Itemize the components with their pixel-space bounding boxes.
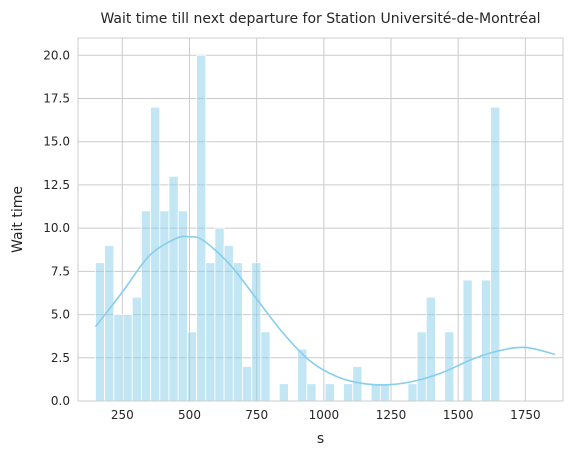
y-tick-label: 12.5 bbox=[43, 178, 70, 192]
histogram-bar bbox=[370, 383, 381, 402]
histogram-bar bbox=[205, 262, 216, 402]
histogram-bar bbox=[177, 210, 188, 402]
histogram-bar bbox=[425, 296, 436, 402]
y-tick-label: 2.5 bbox=[51, 351, 70, 365]
histogram-bar bbox=[95, 262, 106, 402]
y-tick-label: 15.0 bbox=[43, 135, 70, 149]
histogram-bar bbox=[168, 175, 179, 402]
histogram-bar bbox=[122, 314, 133, 402]
histogram-bar bbox=[242, 366, 253, 402]
kde-curve bbox=[94, 235, 556, 386]
histogram-bar bbox=[159, 210, 170, 402]
histogram-bar bbox=[113, 314, 124, 402]
histogram-bar bbox=[278, 383, 289, 402]
x-axis-label: s bbox=[317, 431, 324, 447]
x-tick-label: 1250 bbox=[376, 408, 407, 422]
ticks-layer: 250 500 750 1000 1250 1500 1750 0.0 2.5 5.0 7.5 10.… bbox=[43, 48, 540, 422]
histogram-bar bbox=[481, 279, 492, 402]
histogram-bar bbox=[260, 331, 271, 402]
histogram-bar bbox=[232, 262, 243, 402]
y-tick-label: 5.0 bbox=[51, 308, 70, 322]
x-tick-label: 250 bbox=[111, 408, 134, 422]
y-tick-label: 7.5 bbox=[51, 264, 70, 278]
x-tick-label: 1750 bbox=[510, 408, 541, 422]
histogram-bar bbox=[306, 383, 317, 402]
histogram-bar bbox=[416, 331, 427, 402]
x-tick-label: 500 bbox=[178, 408, 201, 422]
chart-title: Wait time till next departure for Statio… bbox=[100, 11, 540, 27]
y-tick-label: 10.0 bbox=[43, 221, 70, 235]
histogram-bar bbox=[104, 245, 115, 402]
histogram-bar bbox=[251, 262, 262, 402]
histogram-bar bbox=[141, 210, 152, 402]
y-tick-label: 0.0 bbox=[51, 394, 70, 408]
plot-frame bbox=[77, 37, 564, 402]
histogram-bar bbox=[223, 245, 234, 402]
histogram-bar bbox=[462, 279, 473, 402]
histogram-bar bbox=[379, 383, 390, 402]
y-tick-label: 20.0 bbox=[43, 48, 70, 62]
x-tick-label: 1500 bbox=[443, 408, 474, 422]
histogram-bar bbox=[324, 383, 335, 402]
histogram-bar bbox=[407, 383, 418, 402]
histogram-bar bbox=[490, 106, 501, 402]
bars-layer bbox=[95, 54, 501, 402]
histogram-bar bbox=[444, 331, 455, 402]
histogram-bar bbox=[196, 54, 207, 402]
histogram-bar bbox=[343, 383, 354, 402]
x-tick-label: 750 bbox=[245, 408, 268, 422]
histogram-bar bbox=[186, 331, 197, 402]
y-axis-label: Wait time bbox=[10, 186, 26, 253]
y-tick-label: 17.5 bbox=[43, 92, 70, 106]
histogram-bar bbox=[131, 296, 142, 402]
x-tick-label: 1000 bbox=[309, 408, 340, 422]
